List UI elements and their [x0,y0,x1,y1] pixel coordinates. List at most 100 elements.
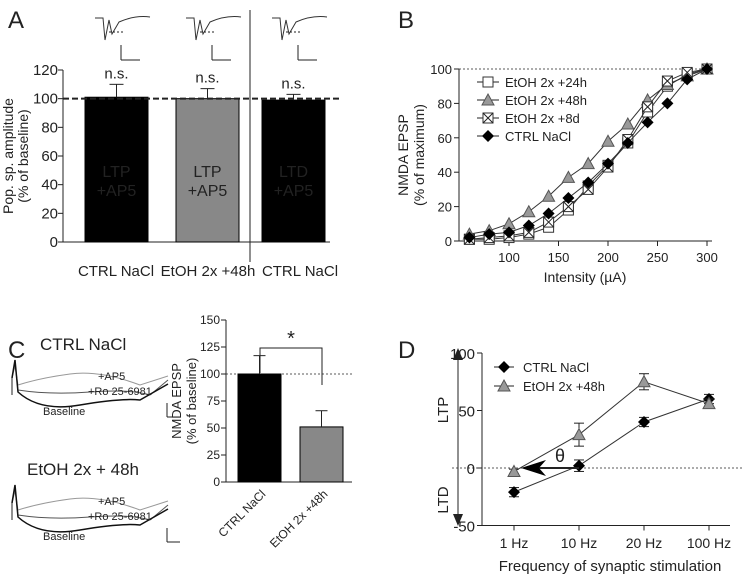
d-point [638,416,650,428]
b-point [562,192,575,204]
d-series-line [513,381,710,472]
a-ytick-label: 100 [33,91,58,108]
b-ytick-label: 80 [438,96,452,111]
a-trace [95,16,151,41]
c-trace-label: +Ro 25-6981 [88,511,152,523]
b-ylabel: (% of maximum) [411,104,427,206]
b-point [522,219,535,232]
b-point [521,204,536,218]
b-point-x [681,67,693,78]
d-xtick-label: 1 Hz [500,535,529,551]
c-trace-baseline [11,484,169,533]
a-ylabel: (% of baseline) [15,109,31,202]
c-trace-label: +Ro 25-6981 [88,386,152,398]
b-point [681,73,694,86]
a-bar-label: +AP5 [188,183,228,200]
b-ylabel: NMDA EPSP [395,114,411,196]
c-ylabel: (% of baseline) [184,358,199,445]
b-ytick-label: 40 [438,165,452,180]
a-trace [186,16,242,41]
c-ytick-label: 100 [200,367,220,381]
a-bar [84,96,149,243]
a-ytick-label: 120 [33,62,58,79]
panel-letter-B: B [398,7,414,34]
b-point-x [642,101,653,113]
d-theta-label: θ [555,446,565,466]
b-xtick-label: 200 [597,250,619,265]
d-point [573,459,585,472]
d-ltp-label: LTP [435,397,452,423]
b-legend-label: EtOH 2x +24h [505,75,587,90]
d-up-arrow-icon [453,348,463,360]
a-ylabel: Pop. sp. amplitude [0,98,16,214]
b-point-x [662,75,673,87]
d-ytick-label: 50 [458,404,475,421]
c-trace-title: CTRL NaCl [40,335,126,354]
d-ltd-label: LTD [435,486,452,513]
d-xtick-label: 100 Hz [687,535,731,551]
d-point [508,486,520,499]
b-point [620,116,635,130]
d-theta-arrowhead-icon [521,460,546,476]
d-xtick-label: 10 Hz [561,535,598,551]
a-xtick-label: CTRL NaCl [262,263,338,280]
b-legend-marker-x [482,112,494,124]
b-legend-label: EtOH 2x +48h [505,93,587,108]
b-point [602,157,614,170]
b-xtick-label: 100 [498,250,520,265]
b-legend-label: CTRL NaCl [505,129,571,144]
b-point [541,189,556,202]
b-ytick-label: 20 [438,200,452,215]
a-ns-label: n.s. [104,65,128,82]
c-ytick-label: 50 [207,421,221,435]
b-xtick-label: 250 [647,250,669,265]
c-bar [237,373,282,483]
b-point [582,176,595,189]
b-point [561,170,576,183]
a-bar-label: LTP [193,164,221,181]
d-legend-marker [498,361,510,373]
c-trace-title: EtOH 2x + 48h [27,460,139,479]
c-ytick-label: 125 [200,340,220,354]
b-point-x [523,227,535,238]
b-xlabel: Intensity (µA) [544,269,627,285]
b-point-x [563,201,574,212]
c-ytick-label: 0 [213,475,220,489]
b-legend-marker [481,92,495,106]
a-ytick-label: 0 [50,234,58,251]
panel-letter-D: D [398,337,415,364]
d-legend-label: CTRL NaCl [523,360,589,375]
c-significance-bracket [259,347,323,385]
c-xtick-label: CTRL NaCl [215,487,268,540]
panel-letter-A: A [8,7,24,34]
a-ns-label: n.s. [195,70,219,87]
b-legend-label: EtOH 2x +8d [505,111,580,126]
c-trace-ap5 [11,365,169,386]
b-point [542,207,555,220]
c-significance-star: * [287,328,295,350]
d-down-arrow-icon [453,514,463,526]
a-ns-label: n.s. [281,75,305,92]
c-trace-label: Baseline [43,531,85,543]
c-trace-ap5 [11,490,169,511]
d-legend-marker [497,378,511,392]
b-point-x [582,184,594,195]
d-ytick-label: 0 [467,461,475,478]
b-ytick-label: 60 [438,131,452,146]
a-ytick-label: 40 [41,177,58,194]
c-trace-baseline [11,359,169,408]
a-bar-label: LTD [279,164,308,181]
b-point [701,63,713,75]
d-point [507,464,521,477]
c-xtick-label: EtOH 2x +48h [267,487,330,550]
panel-letter-C: C [8,337,25,364]
a-ytick-label: 20 [41,205,58,222]
c-trace-label: +AP5 [98,496,125,508]
d-point [702,396,716,410]
a-ytick-label: 80 [41,119,58,136]
b-point [641,116,654,129]
b-point-x [543,216,554,228]
d-xlabel: Frequency of synaptic stimulation [499,558,722,575]
c-ytick-label: 25 [207,448,221,462]
